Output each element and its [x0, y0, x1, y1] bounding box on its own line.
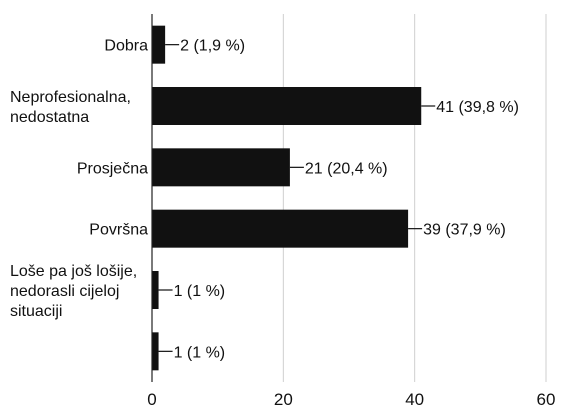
gridlines: [282, 14, 547, 382]
bars: [152, 25, 422, 371]
category-label: Površna: [89, 222, 148, 239]
bar: [152, 271, 159, 309]
bar: [152, 25, 166, 64]
data-label: 2 (1,9 %): [180, 38, 245, 55]
category-label: Prosječna: [77, 160, 148, 177]
bar: [152, 332, 159, 371]
data-label: 41 (39,8 %): [436, 99, 519, 116]
labels: 2 (1,9 %) Dobra 41 (39,8 %) Neprofesionalna…: [10, 38, 519, 362]
x-tick-label: 60: [537, 390, 556, 409]
category-label: Loše pa još lošije, nedorasli cijeloj situ…: [10, 263, 137, 320]
x-axis-ticks: 0 20 40 60: [147, 390, 555, 409]
data-label: 39 (37,9 %): [423, 222, 506, 239]
x-tick-label: 0: [147, 390, 156, 409]
bar: [152, 148, 290, 187]
bar: [152, 87, 422, 125]
data-label: 1 (1 %): [174, 344, 226, 361]
category-label: Neprofesionalna, nedostatna: [10, 89, 131, 126]
bar: [152, 209, 409, 248]
data-label: 21 (20,4 %): [305, 160, 388, 177]
x-tick-label: 40: [405, 390, 424, 409]
data-label: 1 (1 %): [174, 283, 226, 300]
x-tick-label: 20: [274, 390, 293, 409]
category-label: Dobra: [104, 38, 148, 55]
